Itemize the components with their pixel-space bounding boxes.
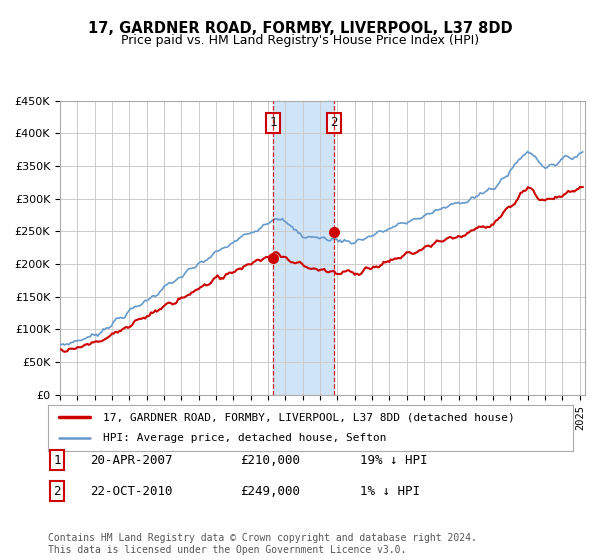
Text: Price paid vs. HM Land Registry's House Price Index (HPI): Price paid vs. HM Land Registry's House … <box>121 34 479 46</box>
Text: 1: 1 <box>53 454 61 467</box>
Bar <box>273 101 334 395</box>
Text: 1: 1 <box>269 116 277 129</box>
Text: 22-OCT-2010: 22-OCT-2010 <box>90 484 173 498</box>
Text: 2: 2 <box>330 116 338 129</box>
Text: 17, GARDNER ROAD, FORMBY, LIVERPOOL, L37 8DD: 17, GARDNER ROAD, FORMBY, LIVERPOOL, L37… <box>88 21 512 36</box>
Text: Contains HM Land Registry data © Crown copyright and database right 2024.
This d: Contains HM Land Registry data © Crown c… <box>48 533 477 555</box>
Text: 19% ↓ HPI: 19% ↓ HPI <box>360 454 427 467</box>
Text: £210,000: £210,000 <box>240 454 300 467</box>
Text: HPI: Average price, detached house, Sefton: HPI: Average price, detached house, Seft… <box>103 433 386 444</box>
Text: 20-APR-2007: 20-APR-2007 <box>90 454 173 467</box>
Text: 2: 2 <box>53 484 61 498</box>
Text: £249,000: £249,000 <box>240 484 300 498</box>
Text: 17, GARDNER ROAD, FORMBY, LIVERPOOL, L37 8DD (detached house): 17, GARDNER ROAD, FORMBY, LIVERPOOL, L37… <box>103 412 515 422</box>
Text: 1% ↓ HPI: 1% ↓ HPI <box>360 484 420 498</box>
